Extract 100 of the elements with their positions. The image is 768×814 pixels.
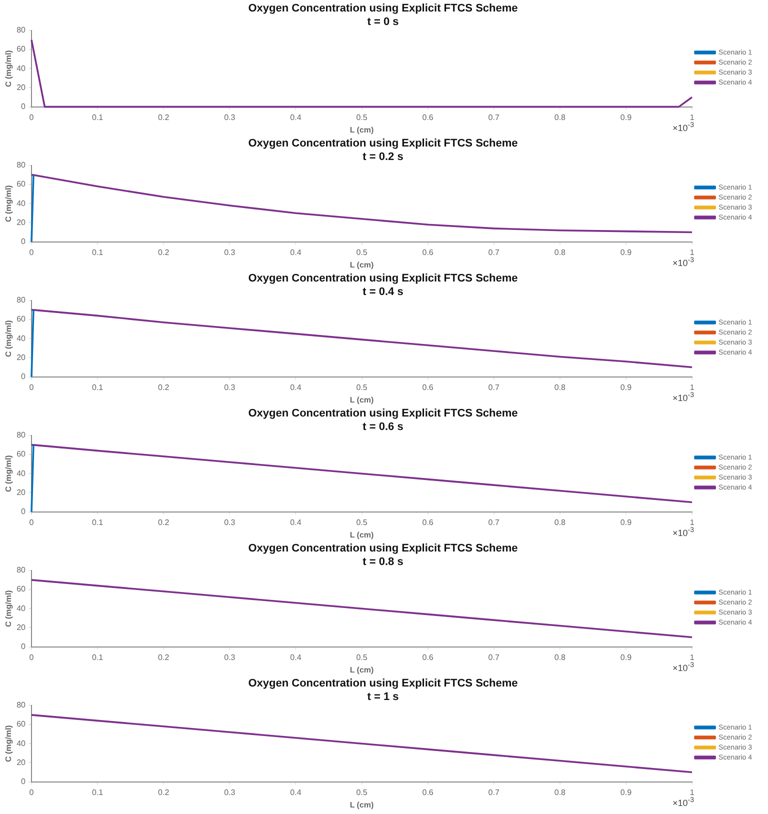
x-tick-label: 1 <box>690 788 695 797</box>
x-tick-label: 0.4 <box>290 652 302 662</box>
y-tick-label: 40 <box>16 64 26 73</box>
chart-title: Oxygen Concentration using Explicit FTCS Scheme <box>248 408 518 420</box>
x-axis-title: L (cm) <box>350 530 374 540</box>
y-tick-label: 20 <box>16 758 26 767</box>
y-tick-label: 0 <box>21 237 26 246</box>
y-tick-label: 0 <box>21 102 26 112</box>
x-axis-title: L (cm) <box>350 800 374 810</box>
x-tick-label: 0.2 <box>158 788 170 797</box>
x-tick-label: 0.7 <box>488 788 500 797</box>
x-tick-label: 0.5 <box>356 788 368 797</box>
x-tick-label: 0.9 <box>620 518 632 527</box>
x-tick-label: 0 <box>29 112 34 122</box>
x-tick-label: 0.9 <box>620 652 632 662</box>
x-tick-label: 0.1 <box>92 248 104 257</box>
x-tick-label: 0.7 <box>488 382 500 392</box>
y-tick-label: 60 <box>16 44 26 54</box>
y-tick-label: 20 <box>16 82 26 92</box>
y-tick-label: 60 <box>16 314 26 324</box>
x-tick-label: 0.4 <box>290 112 302 122</box>
chart-subtitle: t = 0.2 s <box>362 150 404 163</box>
x-tick-label: 0.3 <box>224 518 236 527</box>
y-tick-label: 0 <box>21 642 26 652</box>
x-tick-label: 0.4 <box>290 382 302 392</box>
chart-subtitle: t = 0.4 s <box>362 286 404 298</box>
x-tick-label: 0 <box>29 788 34 797</box>
y-tick-label: 20 <box>16 488 26 497</box>
x-tick-label: 0.2 <box>158 112 170 122</box>
x-tick-label: 0.5 <box>356 112 368 122</box>
x-tick-label: 0.2 <box>158 248 170 257</box>
x-axis-title: L (cm) <box>350 125 374 134</box>
x-tick-label: 0.9 <box>620 382 632 392</box>
x-tick-label: 0.8 <box>554 248 566 257</box>
x-tick-label: 0.5 <box>356 382 368 392</box>
y-tick-label: 60 <box>16 180 26 189</box>
y-tick-label: 0 <box>21 777 26 786</box>
chart-subtitle: t = 0.6 s <box>362 420 404 433</box>
x-tick-label: 0.6 <box>422 652 434 662</box>
chart-title: Oxygen Concentration using Explicit FTCS Scheme <box>248 2 518 15</box>
y-tick-label: 80 <box>16 430 26 440</box>
y-tick-label: 60 <box>16 720 26 729</box>
y-tick-label: 40 <box>16 468 26 478</box>
x-tick-label: 0.3 <box>224 382 236 392</box>
y-axis-title: C (mg/ml) <box>4 454 14 492</box>
x-tick-label: 1 <box>690 518 695 527</box>
y-tick-label: 80 <box>16 26 26 35</box>
x-tick-label: 0.6 <box>422 382 434 392</box>
chart-title: Oxygen Concentration using Explicit FTCS Scheme <box>248 272 518 285</box>
x-tick-label: 0.7 <box>488 112 500 122</box>
x-tick-label: 0.3 <box>224 112 236 122</box>
y-tick-label: 80 <box>16 296 26 305</box>
x-tick-label: 0.4 <box>290 518 302 527</box>
x-tick-label: 0.1 <box>92 382 104 392</box>
chart-title: Oxygen Concentration using Explicit FTCS Scheme <box>248 138 518 150</box>
x-tick-label: 0.3 <box>224 652 236 662</box>
y-axis-title: C (mg/ml) <box>4 590 14 628</box>
y-tick-label: 0 <box>21 372 26 382</box>
x-tick-label: 0 <box>29 382 34 392</box>
x-tick-label: 0.6 <box>422 112 434 122</box>
x-tick-label: 0.5 <box>356 518 368 527</box>
chart-subtitle: t = 0 s <box>367 16 399 28</box>
y-tick-label: 20 <box>16 352 26 362</box>
y-tick-label: 20 <box>16 622 26 632</box>
x-tick-label: 0.8 <box>554 382 566 392</box>
x-axis-title: L (cm) <box>350 395 374 404</box>
y-tick-label: 80 <box>16 700 26 710</box>
x-tick-label: 0.8 <box>554 788 566 797</box>
x-tick-label: 1 <box>690 382 695 392</box>
y-tick-label: 60 <box>16 584 26 594</box>
y-tick-label: 40 <box>16 198 26 208</box>
x-tick-label: 0.4 <box>290 788 302 797</box>
chart-title: Oxygen Concentration using Explicit FTCS Scheme <box>248 542 518 555</box>
y-axis-title: C (mg/ml) <box>4 320 14 358</box>
x-tick-label: 0.1 <box>92 518 104 527</box>
x-tick-label: 0.1 <box>92 652 104 662</box>
x-tick-label: 1 <box>690 112 695 122</box>
y-tick-label: 40 <box>16 738 26 748</box>
y-tick-label: 40 <box>16 604 26 613</box>
x-tick-label: 0.6 <box>422 788 434 797</box>
y-tick-label: 0 <box>21 507 26 516</box>
x-tick-label: 1 <box>690 652 695 662</box>
y-tick-label: 40 <box>16 334 26 343</box>
x-tick-label: 0.7 <box>488 248 500 257</box>
x-tick-label: 0.5 <box>356 248 368 257</box>
x-tick-label: 0.3 <box>224 788 236 797</box>
y-axis-title: C (mg/ml) <box>4 50 14 88</box>
y-tick-label: 60 <box>16 450 26 459</box>
x-tick-label: 0.7 <box>488 518 500 527</box>
x-tick-label: 0 <box>29 518 34 527</box>
x-tick-label: 0.2 <box>158 518 170 527</box>
x-tick-label: 0.9 <box>620 788 632 797</box>
y-tick-label: 20 <box>16 218 26 227</box>
x-tick-label: 0.9 <box>620 112 632 122</box>
x-tick-label: 0.1 <box>92 788 104 797</box>
x-tick-label: 0.8 <box>554 112 566 122</box>
x-tick-label: 0.1 <box>92 112 104 122</box>
chart-title: Oxygen Concentration using Explicit FTCS Scheme <box>248 678 518 690</box>
x-tick-label: 0.9 <box>620 248 632 257</box>
x-tick-label: 0.7 <box>488 652 500 662</box>
